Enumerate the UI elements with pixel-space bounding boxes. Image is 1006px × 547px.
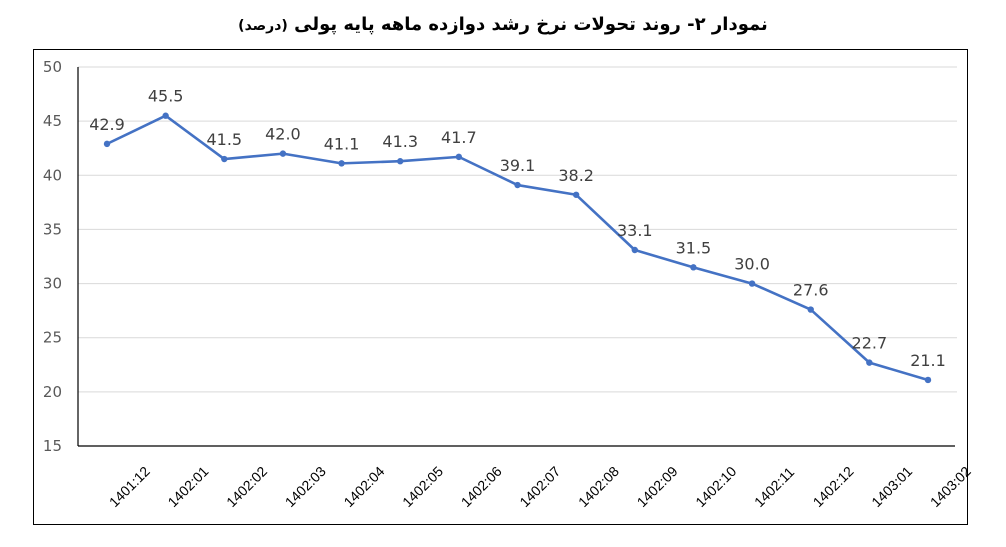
data-labels: 42.9 45.5 41.5 42.0 41.1 41.3 41.7 39.1 38.2 33.1… xyxy=(89,87,946,370)
x-axis: 1401:12 1402:01 1402:02 1402:03 1402:04 1402:… xyxy=(78,445,974,511)
data-label: 41.7 xyxy=(441,128,477,147)
y-tick-label: 35 xyxy=(43,220,62,238)
data-point-marker xyxy=(103,140,111,148)
data-point-marker xyxy=(572,191,580,198)
x-tick-label: 1403:02 xyxy=(927,463,974,510)
data-label: 41.5 xyxy=(206,130,242,149)
y-tick-label: 30 xyxy=(43,275,62,293)
chart-title-unit: (درصد) xyxy=(238,18,288,34)
data-label: 22.7 xyxy=(852,334,888,353)
y-tick-label: 50 xyxy=(43,58,62,76)
data-label: 27.6 xyxy=(793,281,829,300)
y-tick-label: 45 xyxy=(43,112,62,130)
x-tick-label: 1402:01 xyxy=(164,463,211,510)
data-point-marker xyxy=(924,376,932,384)
x-tick-label: 1402:08 xyxy=(575,463,622,510)
data-label: 42.0 xyxy=(265,125,301,144)
chart-title: نمودار ۲- روند تحولات نرخ رشد دوازده ماه… xyxy=(0,14,1006,35)
data-point-marker xyxy=(279,150,287,157)
x-tick-label: 1402:11 xyxy=(751,464,798,511)
data-label: 21.1 xyxy=(910,351,946,370)
x-tick-label: 1402:04 xyxy=(340,463,387,510)
y-tick-label: 25 xyxy=(43,329,62,347)
data-point-marker xyxy=(866,359,873,366)
data-label: 30.0 xyxy=(734,255,770,274)
data-point-marker xyxy=(748,280,756,287)
data-point-marker xyxy=(162,112,169,119)
data-label: 41.3 xyxy=(382,132,418,151)
data-point-marker xyxy=(455,153,463,161)
y-tick-label: 40 xyxy=(43,166,62,184)
x-tick-label: 1402:10 xyxy=(692,463,739,510)
x-tick-label: 1402:09 xyxy=(634,463,681,510)
data-point-marker xyxy=(397,158,404,165)
data-label: 45.5 xyxy=(148,87,184,106)
data-label: 39.1 xyxy=(500,156,536,175)
data-point-marker xyxy=(807,306,814,313)
y-tick-label: 15 xyxy=(43,437,62,455)
chart-frame xyxy=(33,49,968,525)
y-axis: 15 20 25 30 35 40 45 50 xyxy=(43,58,79,455)
x-tick-label: 1403:01 xyxy=(868,463,915,510)
data-series xyxy=(103,112,932,384)
data-label: 38.2 xyxy=(558,166,594,185)
x-tick-label: 1402:07 xyxy=(516,463,563,510)
data-point-marker xyxy=(631,246,638,254)
data-label: 31.5 xyxy=(676,238,712,257)
x-tick-label: 1402:06 xyxy=(458,463,505,510)
data-label: 41.1 xyxy=(324,134,360,153)
data-label: 42.9 xyxy=(89,115,125,134)
x-tick-label: 1402:03 xyxy=(282,463,329,510)
x-tick-label: 1402:02 xyxy=(223,463,270,510)
x-tick-label: 1402:12 xyxy=(810,463,857,510)
data-point-marker xyxy=(338,160,345,167)
data-point-marker xyxy=(690,264,697,271)
x-tick-label: 1401:12 xyxy=(106,463,153,510)
data-label: 33.1 xyxy=(617,221,653,240)
gridlines xyxy=(78,66,957,393)
chart-title-main: نمودار ۲- روند تحولات نرخ رشد دوازده ماه… xyxy=(294,14,768,35)
x-tick-label: 1402:05 xyxy=(399,463,446,510)
data-point-marker xyxy=(514,181,521,189)
y-tick-label: 20 xyxy=(43,383,62,401)
data-point-marker xyxy=(221,155,228,163)
